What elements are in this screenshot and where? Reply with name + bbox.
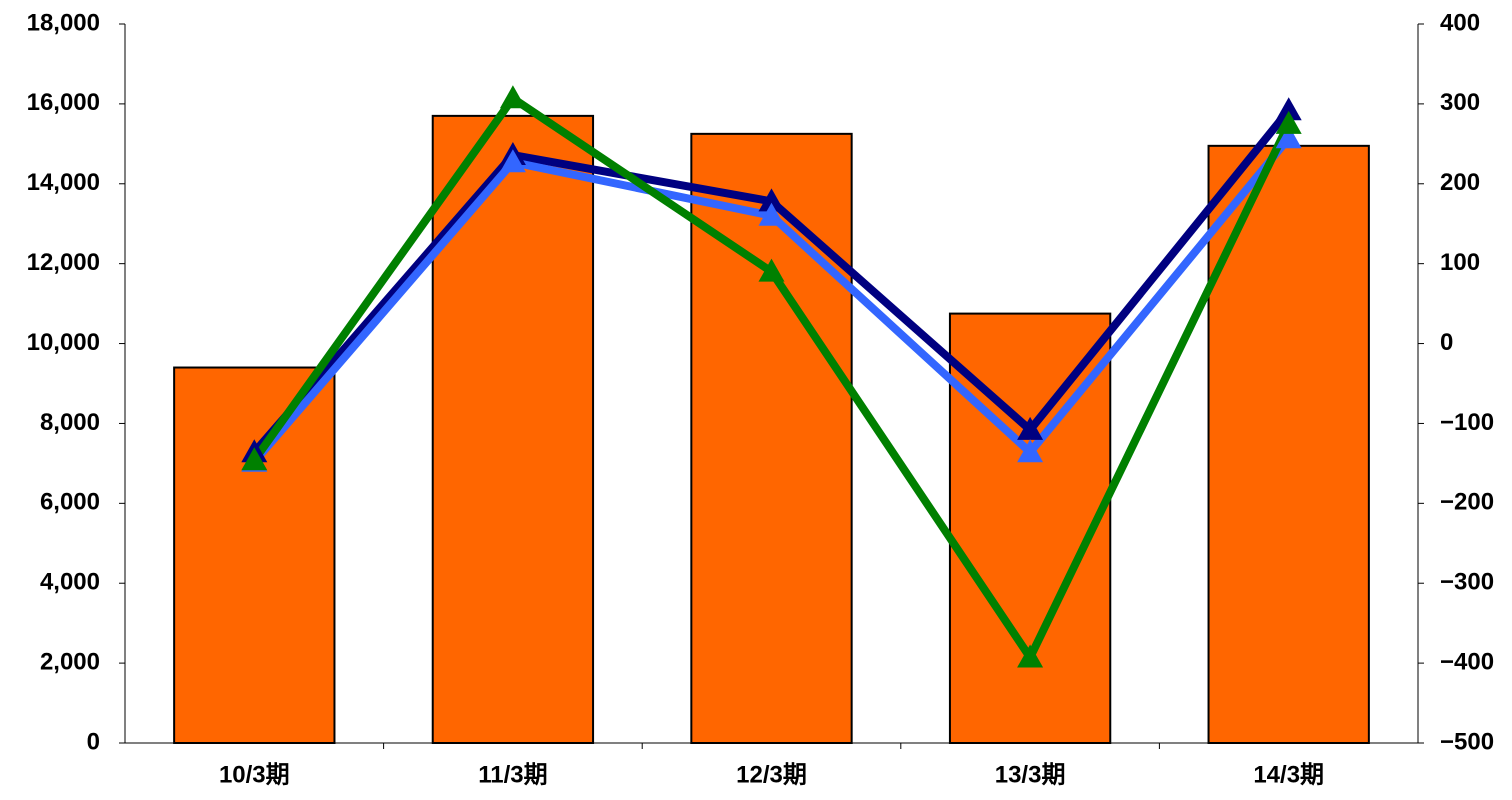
- y2-tick-label: −500: [1440, 728, 1494, 755]
- line-marker: [758, 258, 785, 282]
- y-tick-label: 4,000: [40, 569, 100, 596]
- line-marker: [758, 202, 785, 226]
- y-tick-label: 2,000: [40, 648, 100, 675]
- y2-tick-label: 200: [1440, 169, 1480, 196]
- y-tick-label: 16,000: [27, 89, 100, 116]
- y-tick-label: 0: [87, 728, 100, 755]
- x-tick-label: 10/3期: [219, 761, 290, 788]
- line-marker: [1275, 110, 1302, 134]
- bar: [173, 366, 336, 744]
- line-marker: [758, 188, 785, 212]
- y2-tick-label: −400: [1440, 648, 1494, 675]
- x-tick-label: 12/3期: [736, 761, 807, 788]
- line-marker: [1017, 416, 1044, 440]
- bar: [431, 114, 595, 745]
- y2-tick-label: 300: [1440, 89, 1480, 116]
- x-tick-label: 14/3期: [1253, 761, 1324, 788]
- y2-tick-label: −100: [1440, 409, 1494, 436]
- y-tick-label: 12,000: [27, 249, 100, 276]
- y-tick-label: 8,000: [40, 409, 100, 436]
- y2-tick-label: 0: [1440, 329, 1453, 356]
- y-tick-label: 14,000: [27, 169, 100, 196]
- y2-tick-label: 100: [1440, 249, 1480, 276]
- y-tick-label: 6,000: [40, 489, 100, 516]
- line-marker: [1275, 125, 1302, 149]
- y-tick-label: 10,000: [27, 329, 100, 356]
- line-marker: [1017, 644, 1044, 668]
- y-tick-label: 18,000: [27, 9, 100, 36]
- x-tick-label: 11/3期: [478, 761, 547, 788]
- line-marker: [1275, 97, 1302, 121]
- y2-tick-label: −200: [1440, 489, 1494, 516]
- y2-tick-label: 400: [1440, 9, 1480, 36]
- y2-tick-label: −300: [1440, 569, 1494, 596]
- line-marker: [499, 149, 526, 173]
- x-tick-label: 13/3期: [995, 761, 1066, 788]
- line-marker: [499, 85, 526, 109]
- line-marker: [241, 447, 268, 471]
- line-marker: [1017, 439, 1044, 463]
- bar: [1207, 144, 1370, 744]
